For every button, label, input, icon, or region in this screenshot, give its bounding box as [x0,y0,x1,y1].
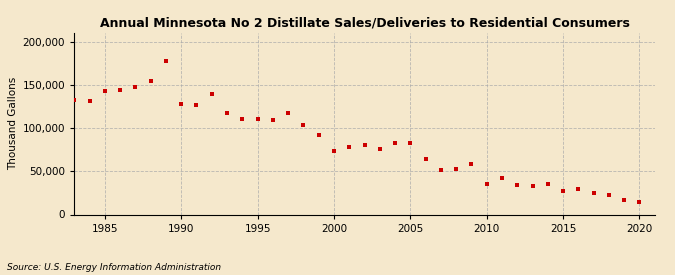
Title: Annual Minnesota No 2 Distillate Sales/Deliveries to Residential Consumers: Annual Minnesota No 2 Distillate Sales/D… [100,16,629,29]
Point [466,162,477,167]
Point [161,59,171,63]
Point [527,184,538,188]
Text: Source: U.S. Energy Information Administration: Source: U.S. Energy Information Administ… [7,263,221,272]
Point [435,168,446,173]
Point [84,99,95,103]
Point [619,198,630,202]
Point [497,176,508,180]
Point [481,182,492,186]
Point [115,88,126,92]
Point [359,143,370,148]
Point [329,148,340,153]
Point [543,182,554,186]
Point [130,85,141,90]
Point [237,116,248,121]
Point [451,166,462,171]
Point [298,123,308,128]
Point [634,199,645,204]
Point [221,110,232,115]
Point [588,191,599,195]
Point [252,117,263,122]
Point [191,103,202,107]
Point [512,183,522,187]
Point [573,186,584,191]
Point [389,141,400,145]
Point [421,157,431,161]
Point [207,91,217,96]
Point [405,141,416,145]
Point [283,111,294,116]
Point [99,89,110,93]
Point [69,98,80,103]
Y-axis label: Thousand Gallons: Thousand Gallons [8,77,18,170]
Point [176,102,186,106]
Point [375,147,385,151]
Point [145,78,156,83]
Point [558,189,568,193]
Point [344,145,354,149]
Point [267,118,278,122]
Point [603,193,614,198]
Point [313,133,324,137]
